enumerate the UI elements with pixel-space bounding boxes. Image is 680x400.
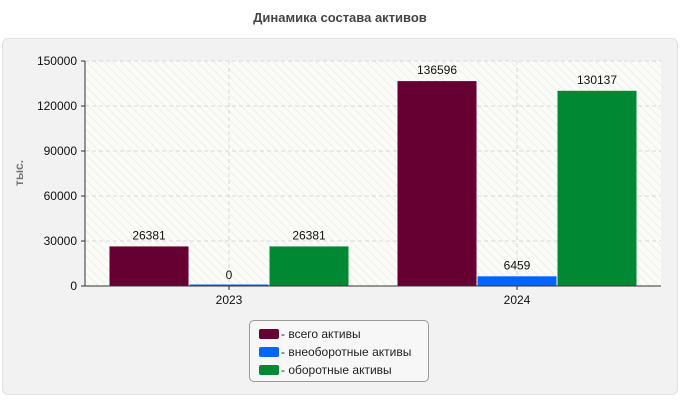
bar-value-label: 130137 [577,73,617,87]
legend-item: - оборотные активы [259,361,428,379]
x-tick-label: 2024 [504,293,531,307]
bar [557,90,637,287]
legend-item: - внеоборотные активы [259,343,428,361]
y-tick-label: 60000 [44,189,78,203]
legend-item: - всего активы [259,325,428,343]
bar-value-label: 0 [226,268,233,282]
bar [109,246,189,286]
y-tick-label: 30000 [44,234,78,248]
legend-label: - внеоборотные активы [281,345,412,359]
legend-swatch [259,347,279,357]
legend-label: - всего активы [281,327,361,341]
x-tick-label: 2023 [216,293,243,307]
bar-value-label: 26381 [292,228,326,242]
y-axis-label: тыс. [12,160,26,186]
legend: - всего активы - внеоборотные активы - обо… [249,320,429,382]
bar [477,276,557,286]
y-tick-label: 90000 [44,144,78,158]
legend-label: - оборотные активы [281,363,392,377]
legend-swatch [259,329,279,339]
y-tick-label: 150000 [37,54,77,68]
bar [397,81,477,286]
bar-value-label: 6459 [504,258,531,272]
bar-value-label: 136596 [417,63,457,77]
bar-value-label: 26381 [132,228,166,242]
bar [189,284,269,286]
legend-swatch [259,365,279,375]
y-tick-label: 0 [70,279,77,293]
chart-title: Динамика состава активов [253,10,427,25]
y-tick-label: 120000 [37,99,77,113]
bar [269,246,349,286]
